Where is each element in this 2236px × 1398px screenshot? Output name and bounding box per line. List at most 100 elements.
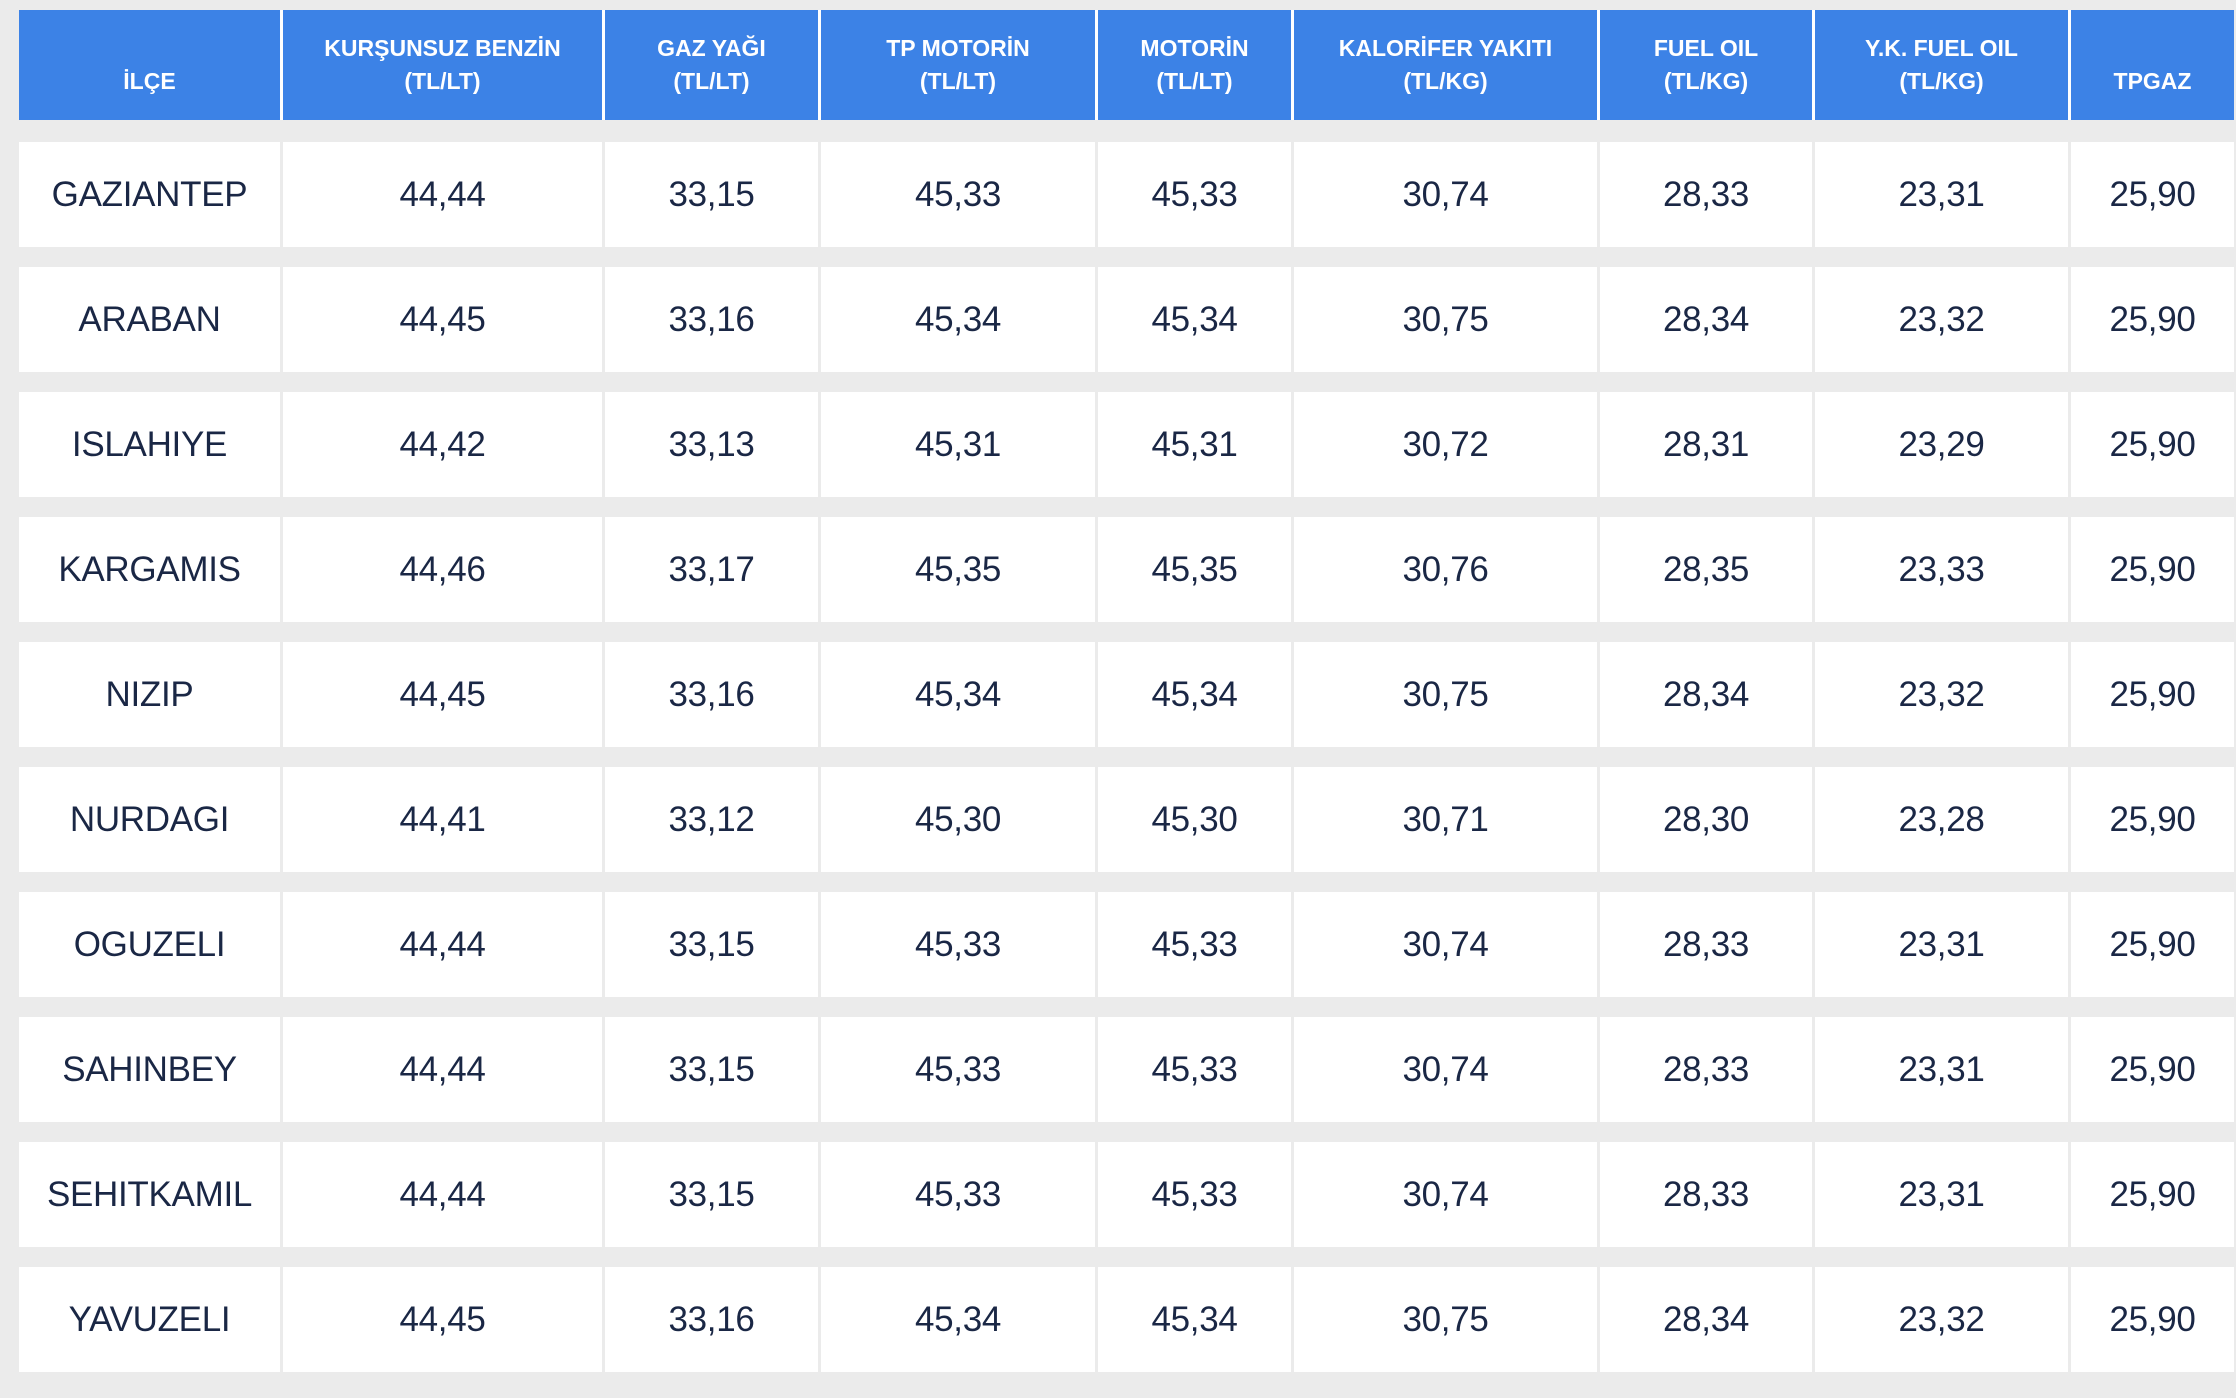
header-label-line2: (TL/LT): [919, 68, 997, 94]
header-label-line2: (TL/LT): [673, 68, 750, 94]
price-cell-tpgaz: 25,90: [2071, 1017, 2234, 1122]
table-row: SEHITKAMIL 44,44 33,15 45,33 45,33 30,74 28,33…: [19, 1142, 2234, 1247]
header-label-line1: GAZ YAĞI: [657, 35, 766, 61]
price-cell-tp-motorin: 45,30: [821, 767, 1095, 872]
header-label-line1: Y.K. FUEL OIL: [1865, 35, 2018, 61]
price-cell-kalorifer-yakiti: 30,71: [1294, 767, 1597, 872]
price-cell-kursunsuz-benzin: 44,46: [283, 517, 602, 622]
header-cell-yk-fuel-oil: Y.K. FUEL OIL (TL/KG): [1815, 10, 2068, 120]
price-cell-tp-motorin: 45,33: [821, 1142, 1095, 1247]
price-cell-kalorifer-yakiti: 30,74: [1294, 1142, 1597, 1247]
price-cell-tp-motorin: 45,34: [821, 1267, 1095, 1372]
price-cell-kalorifer-yakiti: 30,75: [1294, 1267, 1597, 1372]
header-label-line1: KALORİFER YAKITI: [1338, 35, 1553, 61]
fuel-price-table: İLÇE KURŞUNSUZ BENZİN (TL/LT) GAZ YAĞI (TL/L…: [19, 10, 2234, 1372]
price-cell-yk-fuel-oil: 23,31: [1815, 142, 2068, 247]
table-row: NURDAGI 44,41 33,12 45,30 45,30 30,71 28,30 23,…: [19, 767, 2234, 872]
price-cell-motorin: 45,34: [1098, 1267, 1291, 1372]
price-cell-motorin: 45,33: [1098, 1142, 1291, 1247]
price-cell-yk-fuel-oil: 23,32: [1815, 642, 2068, 747]
price-cell-motorin: 45,33: [1098, 892, 1291, 997]
price-cell-gaz-yagi: 33,15: [605, 1017, 818, 1122]
district-cell: YAVUZELI: [19, 1267, 280, 1372]
price-cell-yk-fuel-oil: 23,32: [1815, 1267, 2068, 1372]
price-cell-gaz-yagi: 33,12: [605, 767, 818, 872]
district-cell: SAHINBEY: [19, 1017, 280, 1122]
price-cell-tpgaz: 25,90: [2071, 142, 2234, 247]
table-body: GAZIANTEP 44,44 33,15 45,33 45,33 30,74 28,33 2…: [19, 142, 2234, 1372]
header-label-line2: (TL/KG): [1899, 68, 1984, 94]
price-cell-tpgaz: 25,90: [2071, 892, 2234, 997]
header-label-line2: İLÇE: [123, 68, 176, 94]
price-cell-tp-motorin: 45,33: [821, 1017, 1095, 1122]
price-cell-motorin: 45,35: [1098, 517, 1291, 622]
district-cell: SEHITKAMIL: [19, 1142, 280, 1247]
price-cell-yk-fuel-oil: 23,31: [1815, 1017, 2068, 1122]
price-cell-kalorifer-yakiti: 30,75: [1294, 642, 1597, 747]
district-cell: KARGAMIS: [19, 517, 280, 622]
price-cell-tp-motorin: 45,33: [821, 892, 1095, 997]
price-cell-kursunsuz-benzin: 44,45: [283, 1267, 602, 1372]
price-cell-kursunsuz-benzin: 44,44: [283, 142, 602, 247]
table-row: KARGAMIS 44,46 33,17 45,35 45,35 30,76 28,35 23…: [19, 517, 2234, 622]
district-cell: ARABAN: [19, 267, 280, 372]
price-cell-yk-fuel-oil: 23,28: [1815, 767, 2068, 872]
price-cell-gaz-yagi: 33,16: [605, 267, 818, 372]
price-cell-fuel-oil: 28,34: [1600, 1267, 1812, 1372]
price-cell-kursunsuz-benzin: 44,45: [283, 642, 602, 747]
price-cell-yk-fuel-oil: 23,33: [1815, 517, 2068, 622]
price-cell-tpgaz: 25,90: [2071, 1267, 2234, 1372]
price-cell-tp-motorin: 45,31: [821, 392, 1095, 497]
price-cell-motorin: 45,30: [1098, 767, 1291, 872]
price-cell-tpgaz: 25,90: [2071, 517, 2234, 622]
district-cell: NURDAGI: [19, 767, 280, 872]
table-row: GAZIANTEP 44,44 33,15 45,33 45,33 30,74 28,33 2…: [19, 142, 2234, 247]
price-cell-gaz-yagi: 33,15: [605, 142, 818, 247]
price-cell-yk-fuel-oil: 23,31: [1815, 1142, 2068, 1247]
header-cell-tpgaz: TPGAZ: [2071, 10, 2234, 120]
price-cell-motorin: 45,34: [1098, 642, 1291, 747]
price-cell-kursunsuz-benzin: 44,44: [283, 1142, 602, 1247]
header-cell-tp-motorin: TP MOTORİN (TL/LT): [821, 10, 1095, 120]
price-cell-tpgaz: 25,90: [2071, 267, 2234, 372]
price-cell-fuel-oil: 28,33: [1600, 1142, 1812, 1247]
table-row: ISLAHIYE 44,42 33,13 45,31 45,31 30,72 28,31 23…: [19, 392, 2234, 497]
price-cell-gaz-yagi: 33,15: [605, 1142, 818, 1247]
header-cell-fuel-oil: FUEL OIL (TL/KG): [1600, 10, 1812, 120]
header-label-line2: (TL/KG): [1403, 68, 1488, 94]
price-cell-motorin: 45,33: [1098, 142, 1291, 247]
header-label-line2: TPGAZ: [2113, 68, 2192, 94]
price-cell-tpgaz: 25,90: [2071, 392, 2234, 497]
price-cell-tp-motorin: 45,33: [821, 142, 1095, 247]
price-cell-tp-motorin: 45,34: [821, 267, 1095, 372]
price-cell-kalorifer-yakiti: 30,72: [1294, 392, 1597, 497]
district-cell: GAZIANTEP: [19, 142, 280, 247]
price-cell-tp-motorin: 45,34: [821, 642, 1095, 747]
price-cell-kalorifer-yakiti: 30,74: [1294, 1017, 1597, 1122]
price-cell-kursunsuz-benzin: 44,44: [283, 1017, 602, 1122]
district-cell: NIZIP: [19, 642, 280, 747]
price-cell-gaz-yagi: 33,17: [605, 517, 818, 622]
price-cell-motorin: 45,33: [1098, 1017, 1291, 1122]
header-label-line1: MOTORİN: [1140, 35, 1249, 61]
header-cell-motorin: MOTORİN (TL/LT): [1098, 10, 1291, 120]
table-row: ARABAN 44,45 33,16 45,34 45,34 30,75 28,34 23,3…: [19, 267, 2234, 372]
price-cell-kalorifer-yakiti: 30,74: [1294, 142, 1597, 247]
district-cell: ISLAHIYE: [19, 392, 280, 497]
header-label-line1: FUEL OIL: [1653, 35, 1759, 61]
header-cell-kalorifer-yakiti: KALORİFER YAKITI (TL/KG): [1294, 10, 1597, 120]
price-cell-gaz-yagi: 33,13: [605, 392, 818, 497]
header-label-line1: KURŞUNSUZ BENZİN: [324, 35, 561, 61]
price-cell-yk-fuel-oil: 23,32: [1815, 267, 2068, 372]
price-cell-yk-fuel-oil: 23,29: [1815, 392, 2068, 497]
price-cell-kursunsuz-benzin: 44,41: [283, 767, 602, 872]
price-cell-yk-fuel-oil: 23,31: [1815, 892, 2068, 997]
table-header-row: İLÇE KURŞUNSUZ BENZİN (TL/LT) GAZ YAĞI (TL/L…: [19, 10, 2234, 120]
header-label-line2: (TL/LT): [1156, 68, 1233, 94]
price-cell-kursunsuz-benzin: 44,44: [283, 892, 602, 997]
price-cell-fuel-oil: 28,34: [1600, 642, 1812, 747]
header-cell-ilce: İLÇE: [19, 10, 280, 120]
table-row: YAVUZELI 44,45 33,16 45,34 45,34 30,75 28,34 23…: [19, 1267, 2234, 1372]
price-cell-tp-motorin: 45,35: [821, 517, 1095, 622]
price-cell-kursunsuz-benzin: 44,42: [283, 392, 602, 497]
